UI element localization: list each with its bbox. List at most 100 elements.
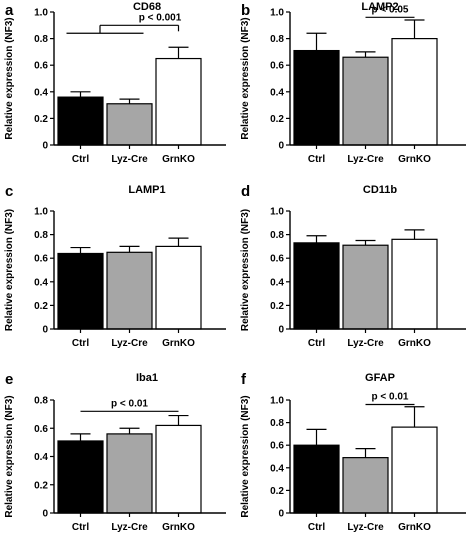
y-tick-label: 1.0 xyxy=(34,8,48,19)
y-tick-label: 0 xyxy=(278,141,284,152)
chart-title: CD68 xyxy=(133,1,161,13)
panel-e: e Iba1 Relative expression (NF3) 0 0.2 0.4 0.6… xyxy=(4,371,226,533)
bar-ctrl xyxy=(57,252,104,330)
bar-ctrl xyxy=(57,96,104,146)
x-tick-label: GrnKO xyxy=(398,154,431,165)
bar-lyz-cre xyxy=(342,457,389,514)
bar-lyz-cre xyxy=(106,433,153,514)
panel-letter: c xyxy=(5,183,13,200)
y-tick-label: 0.4 xyxy=(270,463,284,474)
bar-grnko xyxy=(155,57,202,146)
significance-label: p < 0.01 xyxy=(372,392,409,403)
y-tick-label: 0.6 xyxy=(34,424,48,435)
y-tick-label: 0.6 xyxy=(34,254,48,265)
chart-title: LAMP2 xyxy=(361,1,398,13)
y-tick-label: 0.8 xyxy=(34,396,48,407)
bar-grnko xyxy=(391,426,438,514)
panel-letter: f xyxy=(241,371,247,388)
panel-a: a CD68 Relative expression (NF3) 0 0.2 0.4 0.6… xyxy=(4,1,226,165)
y-tick-label: 0.2 xyxy=(270,301,284,312)
y-tick-label: 0.2 xyxy=(34,301,48,312)
bar-grnko xyxy=(155,245,202,330)
y-tick-label: 0.8 xyxy=(270,34,284,45)
x-tick-label: Lyz-Cre xyxy=(347,338,384,349)
bar-ctrl xyxy=(293,242,340,330)
y-tick-label: 0.8 xyxy=(270,230,284,241)
bar-lyz-cre xyxy=(342,56,389,146)
bar-ctrl xyxy=(293,444,340,514)
significance-label: p < 0.001 xyxy=(139,12,182,23)
x-tick-label: Lyz-Cre xyxy=(347,522,384,533)
bar-grnko xyxy=(391,238,438,330)
y-tick-label: 0 xyxy=(42,509,48,520)
bar-lyz-cre xyxy=(342,244,389,330)
bar-lyz-cre xyxy=(106,251,153,330)
y-tick-label: 1.0 xyxy=(270,8,284,19)
y-axis-label: Relative expression (NF3) xyxy=(4,17,15,139)
panel-d: d CD11b Relative expression (NF3) 0 0.2 0.4 0.… xyxy=(240,183,466,349)
bar-ctrl xyxy=(293,49,340,146)
bar-lyz-cre xyxy=(106,103,153,146)
y-axis-label: Relative expression (NF3) xyxy=(4,395,15,517)
panel-letter: a xyxy=(5,2,14,19)
chart-title: GFAP xyxy=(365,372,395,384)
y-tick-label: 0.8 xyxy=(34,230,48,241)
y-tick-label: 1.0 xyxy=(34,207,48,218)
y-tick-label: 1.0 xyxy=(270,207,284,218)
y-axis-label: Relative expression (NF3) xyxy=(240,209,251,331)
x-tick-label: Ctrl xyxy=(72,522,89,533)
panel-letter: e xyxy=(5,371,13,388)
chart-title: LAMP1 xyxy=(128,184,165,196)
x-tick-label: Ctrl xyxy=(308,154,325,165)
x-tick-label: GrnKO xyxy=(398,522,431,533)
y-axis-label: Relative expression (NF3) xyxy=(240,395,251,517)
y-tick-label: 0.4 xyxy=(270,87,284,98)
x-tick-label: Lyz-Cre xyxy=(347,154,384,165)
y-tick-label: 0.8 xyxy=(34,34,48,45)
y-tick-label: 0.4 xyxy=(270,277,284,288)
panel-f: f GFAP Relative expression (NF3) 0 0.2 0.4 0.6… xyxy=(240,371,466,533)
x-tick-label: GrnKO xyxy=(162,338,195,349)
y-tick-label: 0.4 xyxy=(34,277,48,288)
y-axis-label: Relative expression (NF3) xyxy=(4,209,15,331)
x-tick-label: Lyz-Cre xyxy=(111,522,148,533)
y-tick-label: 0.6 xyxy=(270,254,284,265)
x-tick-label: GrnKO xyxy=(398,338,431,349)
panel-letter: b xyxy=(241,2,250,19)
y-tick-label: 0.4 xyxy=(34,87,48,98)
significance-label: p < 0.01 xyxy=(111,398,148,409)
x-tick-label: Lyz-Cre xyxy=(111,338,148,349)
significance-label: p < 0.05 xyxy=(372,4,409,15)
bar-grnko xyxy=(155,424,202,514)
chart-title: Iba1 xyxy=(136,372,158,384)
y-tick-label: 0.2 xyxy=(270,114,284,125)
x-tick-label: GrnKO xyxy=(162,522,195,533)
panel-b: b LAMP2 Relative expression (NF3) 0 0.2 0.4 0.… xyxy=(240,1,466,165)
x-tick-label: Ctrl xyxy=(308,522,325,533)
y-tick-label: 0.2 xyxy=(34,114,48,125)
panel-letter: d xyxy=(241,183,250,200)
y-tick-label: 0 xyxy=(278,325,284,336)
y-tick-label: 0.6 xyxy=(270,441,284,452)
y-tick-label: 1.0 xyxy=(270,396,284,407)
x-tick-label: Ctrl xyxy=(72,154,89,165)
y-tick-label: 0 xyxy=(42,141,48,152)
y-tick-label: 0 xyxy=(278,509,284,520)
y-tick-label: 0.4 xyxy=(34,452,48,463)
y-axis-label: Relative expression (NF3) xyxy=(240,17,251,139)
y-tick-label: 0.2 xyxy=(270,486,284,497)
bar-ctrl xyxy=(57,440,104,514)
x-tick-label: Ctrl xyxy=(308,338,325,349)
chart-title: CD11b xyxy=(363,184,398,196)
bar-grnko xyxy=(391,37,438,146)
x-tick-label: Lyz-Cre xyxy=(111,154,148,165)
panel-c: c LAMP1 Relative expression (NF3) 0 0.2 0.4 0.… xyxy=(4,183,226,349)
y-tick-label: 0.6 xyxy=(34,61,48,72)
y-tick-label: 0 xyxy=(42,325,48,336)
y-tick-label: 0.8 xyxy=(270,418,284,429)
y-tick-label: 0.6 xyxy=(270,61,284,72)
x-tick-label: GrnKO xyxy=(162,154,195,165)
x-tick-label: Ctrl xyxy=(72,338,89,349)
y-tick-label: 0.2 xyxy=(34,480,48,491)
